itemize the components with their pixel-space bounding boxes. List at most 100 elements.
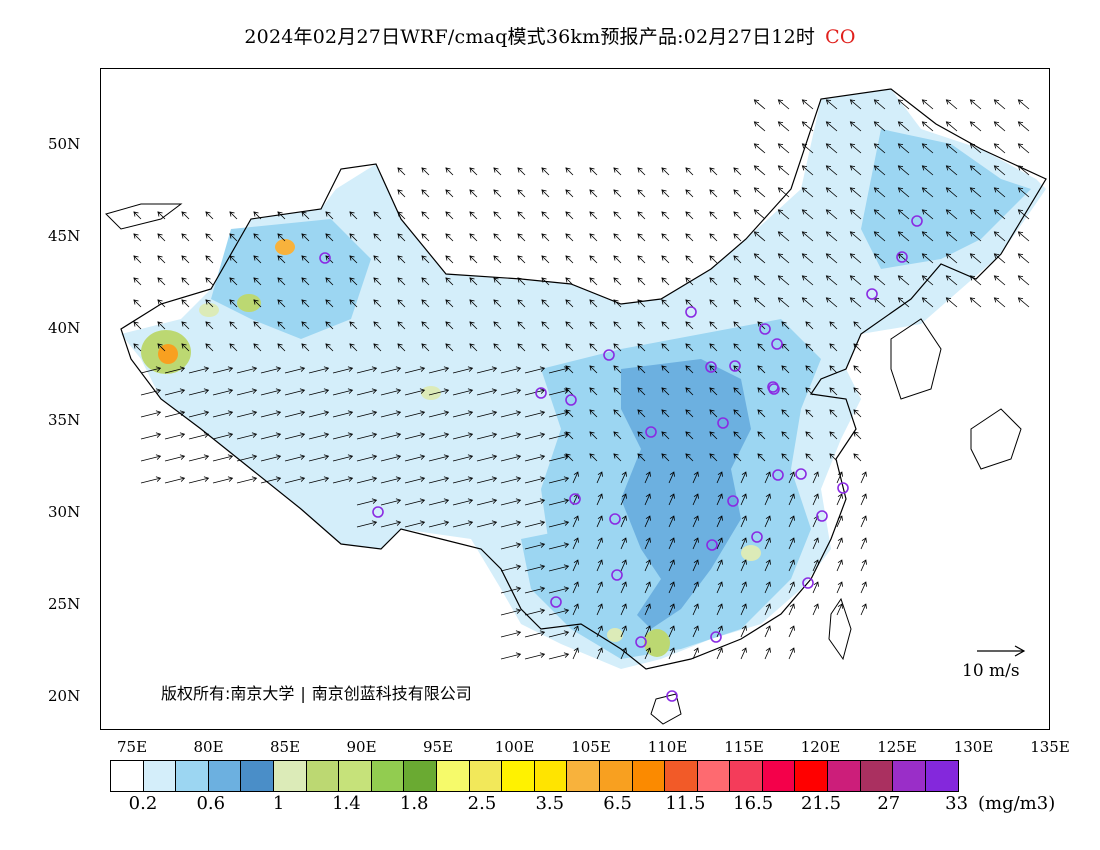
wind-arrow-head [801,165,808,171]
wind-arrow [493,255,502,264]
wind-arrow-head [597,625,603,631]
wind-arrow-head [837,493,843,499]
wind-arrow [898,231,910,242]
wind-arrow [596,603,603,616]
station-marker [611,569,623,581]
wind-arrow [781,343,790,352]
wind-arrow-head [347,476,354,482]
wind-arrow [946,165,958,176]
wind-arrow-head [227,454,234,460]
wind-arrow [812,537,819,550]
wind-arrow-head [661,167,667,173]
wind-arrow-head [493,321,499,327]
wind-arrow [740,493,747,506]
wind-arrow-head [861,471,867,477]
wind-arrow-head [733,189,739,195]
wind-arrow-head [467,410,474,416]
wind-arrow [970,187,982,198]
wind-arrow [788,515,795,528]
wind-arrow-head [419,432,426,438]
wind-arrow-head [275,432,282,438]
wind-arrow [946,187,958,198]
wind-arrow-head [969,187,976,193]
wind-arrow-head [181,321,187,327]
wind-arrow [325,299,334,308]
wind-arrow [517,233,526,242]
wind-arrow [181,299,190,308]
wind-arrow-head [349,233,355,239]
wind-arrow-head [969,231,976,237]
wind-arrow-head [777,209,784,215]
wind-arrow-head [469,233,475,239]
wind-arrow [685,343,694,352]
wind-arrow [620,515,627,528]
lon-label: 135E [1030,738,1070,756]
wind-arrow-head [645,647,651,653]
wind-arrow-head [813,559,819,565]
wind-arrow-head [541,211,547,217]
wind-arrow [373,321,382,330]
wind-arrow [500,609,521,616]
wind-arrow-head [253,299,259,305]
wind-arrow-head [373,233,379,239]
wind-arrow-head [421,233,427,239]
wind-arrow [493,343,502,352]
wind-arrow-head [813,537,819,543]
wind-arrow-head [371,476,378,482]
wind-arrow [716,493,723,506]
wind-arrow [637,233,646,242]
hainan-coast [650,693,682,725]
wind-arrow [140,433,161,440]
wind-arrow-head [789,603,795,609]
wind-arrow [572,471,579,484]
wind-arrow-head [757,431,763,437]
wind-arrow-head [621,625,627,631]
wind-arrow-head [573,625,579,631]
wind-arrow-head [765,581,771,587]
wind-arrow-head [709,431,715,437]
wind-arrow [469,255,478,264]
wind-arrow [229,233,238,242]
colorbar-swatch [795,761,829,791]
wind-arrow-head [589,167,595,173]
wind-arrow-head [179,388,186,394]
wind-arrow [860,581,867,594]
wind-arrow-head [445,343,451,349]
wind-arrow-head [491,388,498,394]
wind-arrow [469,167,478,176]
wind-arrow-head [573,559,579,565]
wind-arrow [301,343,310,352]
wind-arrow [229,277,238,286]
wind-arrow-head [825,253,832,259]
wind-arrow-head [837,603,843,609]
wind-arrow [778,253,790,264]
wind-arrow [589,211,598,220]
wind-arrow [836,581,843,594]
wind-arrow [898,187,910,198]
wind-arrow [661,387,670,396]
wind-arrow [236,411,257,418]
wind-arrow-head [993,275,1000,281]
wind-arrow [500,521,521,528]
wind-arrow [874,121,886,132]
korea-coast [890,318,942,400]
lat-label: 40N [48,319,81,337]
wind-arrow-head [709,299,715,305]
lat-label: 50N [48,135,81,153]
wind-arrow [421,233,430,242]
wind-arrow-head [661,453,667,459]
wind-arrow-head [565,321,571,327]
wind-arrow-head [733,409,739,415]
wind-arrow [764,603,771,616]
wind-arrow [778,297,790,308]
wind-arrow-head [589,277,595,283]
wind-arrow-head [251,476,258,482]
wind-arrow-head [849,99,856,105]
wind-arrow-head [325,211,331,217]
station-marker [565,394,577,406]
wind-arrow [469,189,478,198]
wind-arrow-head [829,431,835,437]
wind-arrow-head [613,431,619,437]
wind-arrow [517,321,526,330]
wind-arrow-head [805,409,811,415]
